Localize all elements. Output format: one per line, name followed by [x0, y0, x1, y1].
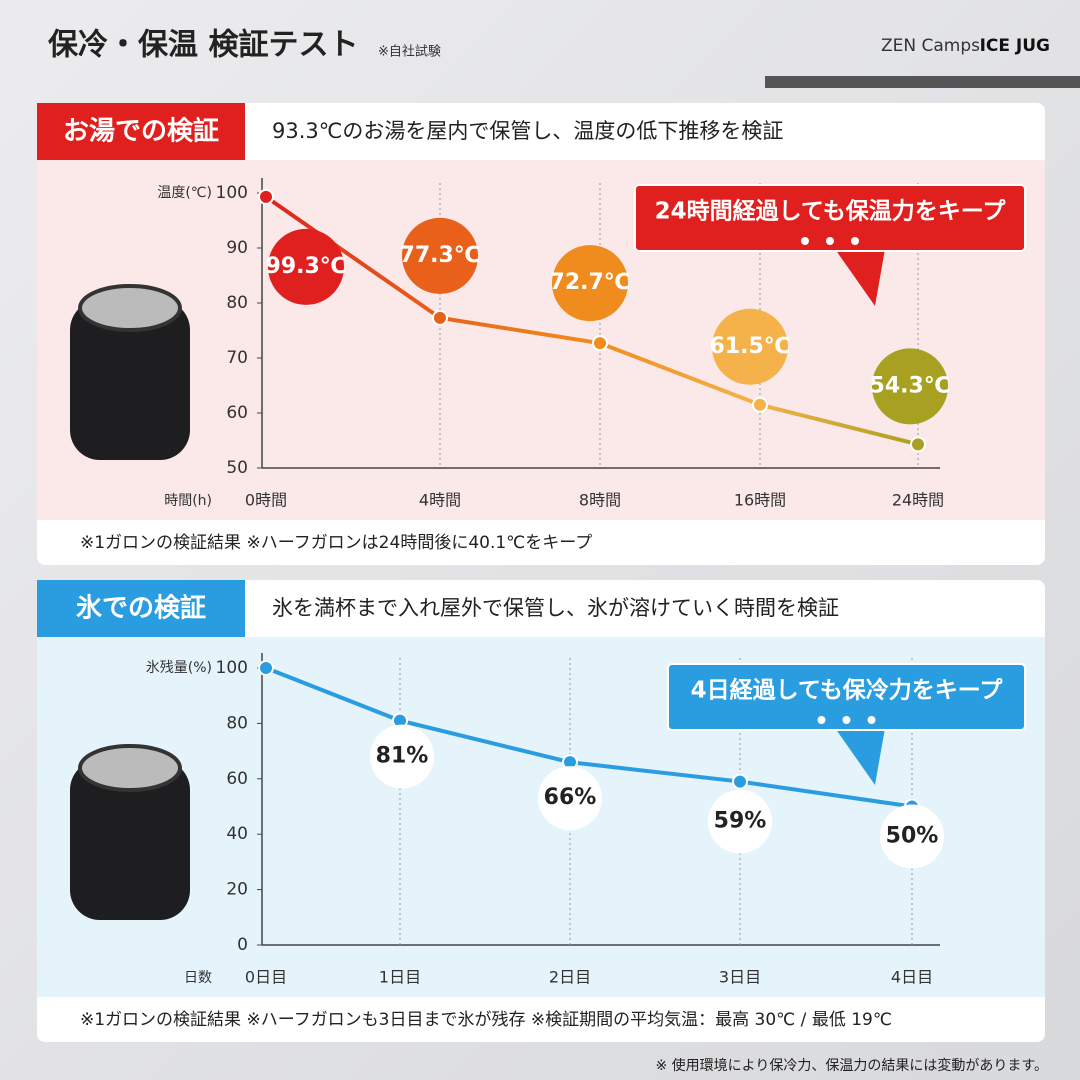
callout-dot	[801, 237, 809, 245]
data-label: 72.7℃	[550, 270, 631, 295]
y-tick-label: 60	[226, 769, 248, 789]
data-label: 81%	[376, 744, 429, 769]
y-tick-label: 0	[237, 935, 248, 955]
data-label: 77.3℃	[400, 243, 481, 268]
label-bubble	[552, 245, 628, 322]
data-label: 61.5℃	[710, 334, 791, 359]
x-axis-label: 日数	[184, 970, 212, 986]
page-title: 保冷・保温 検証テスト	[48, 28, 358, 63]
x-tick-label: 3日目	[719, 968, 761, 987]
y-tick-label: 100	[216, 183, 248, 203]
label-bubble	[712, 308, 788, 385]
y-tick-label: 60	[226, 403, 248, 423]
label-bubble	[880, 804, 944, 869]
section-tag	[37, 580, 245, 637]
y-tick-label: 80	[226, 713, 248, 733]
footer-note: ※ 使用環境により保冷力、保温力の結果には変動があります。	[656, 1057, 1049, 1074]
y-tick-label: 100	[216, 658, 248, 678]
jug-mouth	[78, 284, 182, 332]
y-tick-label: 70	[226, 348, 248, 368]
x-axis-label: 時間(h)	[164, 493, 212, 509]
data-label: 50%	[886, 824, 939, 849]
footnote: ※1ガロンの検証結果 ※ハーフガロンも3日目まで氷が残存 ※検証期間の平均気温：…	[80, 1010, 892, 1030]
y-tick-label: 90	[226, 238, 248, 258]
label-bubble	[370, 724, 434, 789]
data-point	[258, 660, 274, 676]
footnote: ※1ガロンの検証結果 ※ハーフガロンは24時間後に40.1℃をキープ	[80, 533, 592, 553]
data-label: 99.3℃	[266, 254, 347, 279]
x-tick-label: 1日目	[379, 968, 421, 987]
section-tag	[37, 103, 245, 160]
callout-text: 24時間経過しても保温力をキープ	[655, 198, 1007, 225]
label-bubble	[402, 217, 478, 294]
section-title: お湯での検証	[63, 116, 219, 147]
x-tick-label: 0日目	[245, 968, 287, 987]
section-subtitle: 氷を満杯まで入れ屋外で保管し、氷が溶けていく時間を検証	[272, 596, 839, 620]
y-axis-label: 温度(℃)	[157, 185, 212, 201]
title-note: ※自社試験	[378, 44, 441, 60]
section-subtitle: 93.3℃のお湯を屋内で保管し、温度の低下推移を検証	[272, 119, 783, 143]
x-tick-label: 2日目	[549, 968, 591, 987]
y-tick-label: 20	[226, 880, 248, 900]
section-title: 氷での検証	[76, 593, 206, 624]
jug-mouth	[78, 744, 182, 792]
x-tick-label: 8時間	[579, 491, 621, 510]
data-point	[432, 309, 448, 326]
data-label: 59%	[714, 809, 767, 834]
x-tick-label: 0時間	[245, 491, 287, 510]
x-tick-label: 4時間	[419, 491, 461, 510]
data-point	[592, 335, 608, 352]
callout-dot	[842, 716, 851, 724]
jug	[70, 300, 190, 460]
x-tick-label: 4日目	[891, 968, 933, 987]
data-label: 54.3℃	[870, 373, 951, 398]
label-bubble	[872, 348, 948, 425]
y-axis-label: 氷残量(%)	[146, 660, 212, 676]
y-tick-label: 40	[226, 824, 248, 844]
brand: ZEN Camps	[881, 36, 980, 56]
callout-text: 4日経過しても保冷力をキープ	[691, 677, 1004, 704]
callout	[667, 663, 1026, 731]
callout-dot	[826, 237, 834, 245]
data-point	[910, 436, 926, 453]
jug	[70, 760, 190, 920]
y-tick-label: 80	[226, 293, 248, 313]
x-tick-label: 24時間	[892, 491, 944, 510]
y-tick-label: 50	[226, 458, 248, 478]
data-point	[732, 773, 748, 790]
callout-tail	[835, 728, 885, 785]
label-bubble	[268, 228, 344, 305]
label-bubble	[708, 789, 772, 854]
data-label: 66%	[544, 785, 597, 810]
callout-dot	[851, 237, 859, 245]
header-bar	[765, 76, 1080, 88]
callout-tail	[835, 249, 885, 306]
callout-dot	[867, 716, 876, 724]
label-bubble	[538, 766, 602, 831]
product: ICE JUG	[980, 36, 1050, 56]
data-point	[258, 188, 274, 205]
data-point	[752, 396, 768, 413]
callout-dot	[817, 716, 826, 724]
x-tick-label: 16時間	[734, 491, 786, 510]
callout	[634, 184, 1026, 252]
